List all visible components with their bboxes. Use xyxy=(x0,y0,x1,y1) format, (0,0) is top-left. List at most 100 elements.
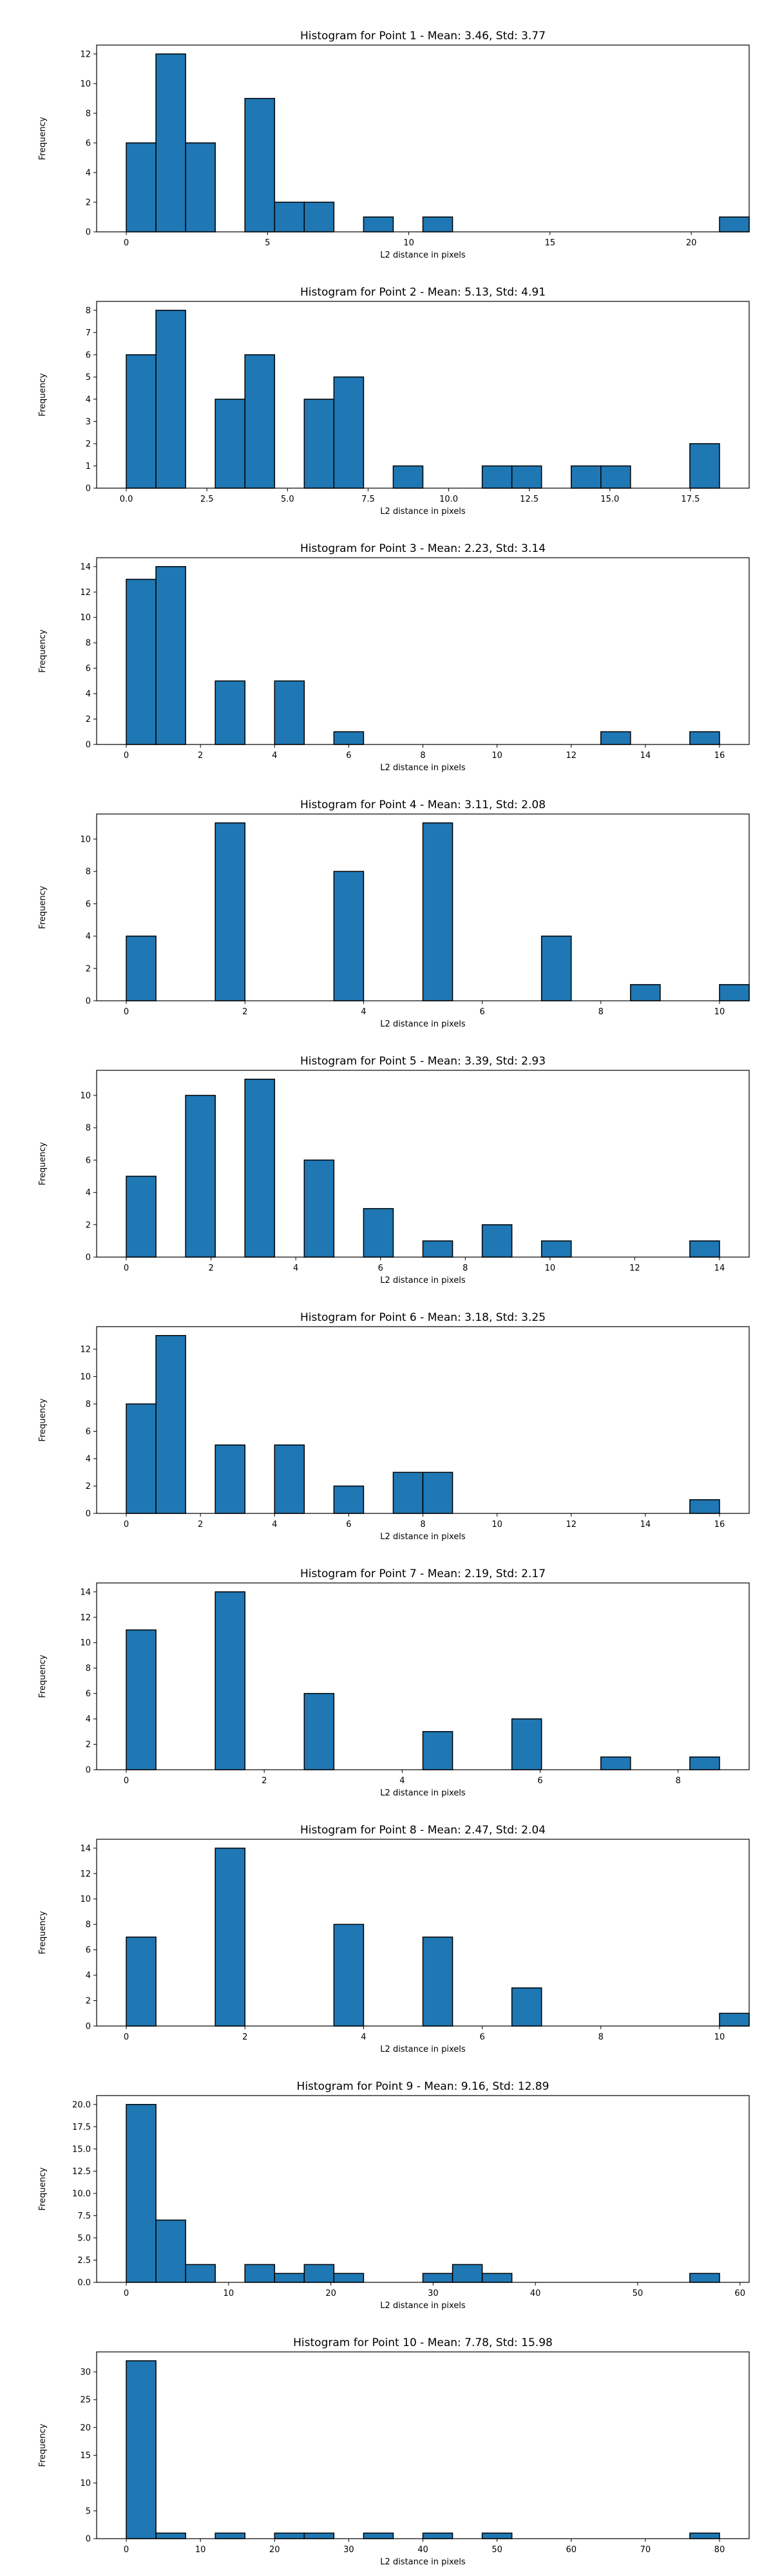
histogram-bar xyxy=(215,1848,245,2027)
x-tick-label: 0 xyxy=(124,2545,129,2555)
y-tick-label: 8 xyxy=(86,306,91,316)
y-tick-label: 14 xyxy=(80,1844,91,1853)
y-tick-label: 7 xyxy=(86,328,91,338)
x-tick-label: 8 xyxy=(598,1007,604,1017)
x-axis-label: L2 distance in pixels xyxy=(380,2045,466,2054)
y-tick-label: 5.0 xyxy=(77,2233,91,2243)
y-tick-label: 0 xyxy=(86,997,91,1007)
histogram-bar xyxy=(600,1756,631,1770)
histogram-bar xyxy=(274,2273,305,2283)
y-tick-label: 0.0 xyxy=(77,2278,91,2288)
histogram-bar xyxy=(689,2532,720,2539)
histogram-bar xyxy=(126,1403,157,1514)
y-axis-label: Frequency xyxy=(38,1142,48,1185)
y-tick-label: 4 xyxy=(86,1971,91,1981)
chart-title: Histogram for Point 10 - Mean: 7.78, Std… xyxy=(293,2336,553,2349)
chart-title: Histogram for Point 9 - Mean: 9.16, Std:… xyxy=(297,2080,549,2093)
histogram-bar xyxy=(215,822,245,1001)
y-tick-label: 2 xyxy=(86,964,91,974)
y-tick-label: 6 xyxy=(86,1689,91,1699)
histogram-bar xyxy=(126,578,157,745)
y-tick-label: 6 xyxy=(86,1946,91,1955)
x-tick-label: 0 xyxy=(124,2032,129,2042)
x-tick-label: 60 xyxy=(566,2545,577,2555)
x-tick-label: 0 xyxy=(124,751,129,761)
y-axis-label: Frequency xyxy=(38,629,48,672)
histogram-bar xyxy=(689,443,720,489)
y-tick-label: 6 xyxy=(86,350,91,360)
y-tick-label: 15.0 xyxy=(72,2145,91,2154)
histogram-bar xyxy=(422,1937,453,2027)
y-tick-label: 8 xyxy=(86,1400,91,1410)
y-tick-label: 4 xyxy=(86,1188,91,1198)
axes-frame xyxy=(96,2095,750,2283)
y-tick-label: 20 xyxy=(80,2423,91,2433)
y-tick-label: 8 xyxy=(86,109,91,118)
histogram-bar xyxy=(244,98,276,232)
histogram-bar xyxy=(244,354,276,489)
x-tick-label: 50 xyxy=(491,2545,502,2555)
x-tick-label: 0 xyxy=(124,2289,129,2298)
x-tick-label: 4 xyxy=(293,1264,298,1273)
x-tick-label: 0 xyxy=(124,238,129,248)
x-tick-label: 40 xyxy=(530,2289,541,2298)
histogram-bar xyxy=(422,1731,453,1770)
y-tick-label: 10 xyxy=(80,2479,91,2488)
y-tick-label: 0 xyxy=(86,228,91,238)
x-tick-label: 80 xyxy=(714,2545,725,2555)
histogram-bar xyxy=(511,1718,542,1770)
y-axis-label: Frequency xyxy=(38,117,48,160)
histogram-bar xyxy=(126,2360,157,2539)
y-tick-label: 6 xyxy=(86,900,91,909)
histogram-bar xyxy=(540,1240,572,1258)
y-tick-label: 2 xyxy=(86,1740,91,1750)
x-tick-label: 5 xyxy=(265,238,270,248)
axes-frame xyxy=(96,1582,750,1770)
y-tick-label: 4 xyxy=(86,1715,91,1725)
histogram-bar xyxy=(363,1208,394,1258)
histogram-bar xyxy=(422,2273,453,2283)
x-tick-label: 2 xyxy=(208,1264,213,1273)
x-tick-label: 14 xyxy=(714,1264,725,1273)
chart-title: Histogram for Point 4 - Mean: 3.11, Std:… xyxy=(300,799,546,811)
histogram-bar xyxy=(689,1499,720,1514)
histogram-bar xyxy=(155,1335,186,1514)
x-tick-label: 5.0 xyxy=(281,495,294,504)
y-axis-label: Frequency xyxy=(38,886,48,929)
y-tick-label: 17.5 xyxy=(72,2123,91,2132)
x-tick-label: 4 xyxy=(361,1007,366,1017)
histogram-bar xyxy=(481,1224,513,1258)
y-tick-label: 10.0 xyxy=(72,2189,91,2199)
histogram-bar xyxy=(422,216,453,232)
histogram-bar xyxy=(155,566,186,745)
x-tick-label: 14 xyxy=(640,751,651,761)
x-tick-label: 10 xyxy=(491,751,502,761)
y-tick-label: 6 xyxy=(86,664,91,674)
y-axis-label: Frequency xyxy=(38,373,48,416)
histogram-bar xyxy=(511,465,542,489)
histogram-bar xyxy=(540,935,572,1001)
histogram-bar xyxy=(422,2532,453,2539)
histogram-bar xyxy=(215,1591,245,1770)
histogram-bar xyxy=(363,2532,394,2539)
x-tick-label: 8 xyxy=(420,751,425,761)
y-tick-label: 10 xyxy=(80,835,91,844)
x-tick-label: 6 xyxy=(479,1007,484,1017)
histogram-bar xyxy=(274,680,305,745)
x-tick-label: 10 xyxy=(403,238,414,248)
histogram-bar xyxy=(333,731,365,745)
x-tick-label: 6 xyxy=(346,751,351,761)
y-tick-label: 4 xyxy=(86,932,91,942)
histogram-bar xyxy=(719,984,750,1001)
x-tick-label: 30 xyxy=(343,2545,354,2555)
histogram-bar xyxy=(126,1937,157,2027)
y-tick-label: 7.5 xyxy=(77,2211,91,2221)
y-tick-label: 10 xyxy=(80,79,91,89)
x-tick-label: 8 xyxy=(598,2032,604,2042)
y-axis-label: Frequency xyxy=(38,1654,48,1698)
y-tick-label: 0 xyxy=(86,1510,91,1519)
histogram-bar xyxy=(333,1924,365,2027)
histogram-bar xyxy=(274,1444,305,1514)
x-tick-label: 12 xyxy=(566,1520,577,1530)
y-tick-label: 5 xyxy=(86,2506,91,2516)
